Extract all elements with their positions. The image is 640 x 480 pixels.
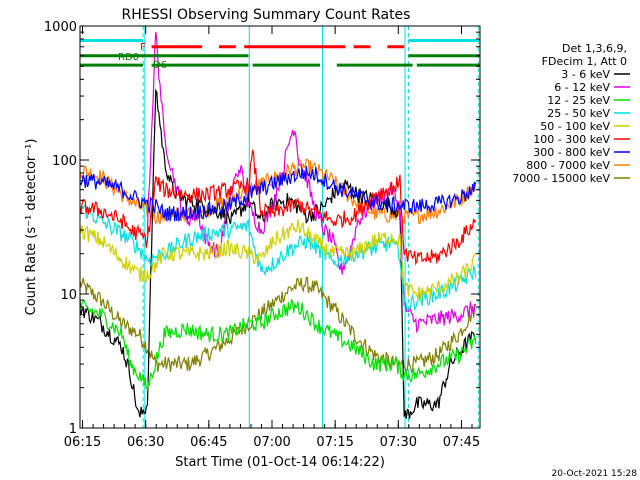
timestamp: 20-Oct-2021 15:28 [552, 469, 638, 479]
series-line-5 [79, 149, 477, 266]
y-tick-label: 10 [60, 288, 77, 303]
legend-entry-label: 7000 - 15000 keV [512, 172, 610, 185]
legend-entry-label: 50 - 100 keV [540, 120, 610, 133]
legend-entry-label: 300 - 800 keV [533, 146, 610, 159]
axes: 06:15 06:30 06:45 07:00 07:15 07:30 07:45 1 10 10… [44, 20, 480, 450]
x-tick-label: 06:15 [64, 435, 101, 450]
series-line-2 [79, 299, 477, 391]
x-tick-label: 07:30 [380, 435, 417, 450]
x-tick-label: 07:45 [443, 435, 480, 450]
x-tick-label: 07:00 [253, 435, 290, 450]
series-line-6 [79, 166, 477, 223]
flag-label: F [140, 42, 146, 53]
series-line-4 [79, 219, 476, 301]
flag-label: RD0 [118, 52, 139, 63]
series-line-1 [146, 31, 476, 334]
legend-entry-label: 800 - 7000 keV [526, 159, 610, 172]
y-tick-label: 1 [69, 422, 77, 437]
legend-entry-label: 12 - 25 keV [547, 94, 610, 107]
flag-label: D6 [153, 60, 167, 71]
legend-entry-label: 100 - 300 keV [533, 133, 610, 146]
legend-title-line: Det 1,3,6,9, [562, 42, 627, 55]
vertical-markers [142, 26, 479, 428]
legend-entry-label: 25 - 50 keV [547, 107, 610, 120]
x-tick-label: 06:45 [190, 435, 227, 450]
x-tick-label: 06:30 [127, 435, 164, 450]
legend-entry-label: 3 - 6 keV [561, 68, 610, 81]
y-tick-label: 100 [52, 154, 77, 169]
series-line-8 [79, 276, 477, 374]
legend-title-line: FDecim 1, Att 0 [542, 55, 627, 68]
series-line-3 [79, 203, 477, 313]
series-layer [79, 31, 477, 419]
x-axis-label: Start Time (01-Oct-14 06:14:22) [175, 455, 385, 470]
series-line-7 [79, 158, 477, 225]
y-axis-label: Count Rate (s⁻¹ detector⁻¹) [24, 139, 39, 316]
series-line-0 [79, 88, 477, 419]
legend-entry-label: 6 - 12 keV [554, 81, 610, 94]
y-tick-label: 1000 [44, 20, 77, 35]
plot-frame [79, 25, 481, 429]
x-tick-label: 07:15 [316, 435, 353, 450]
chart-title: RHESSI Observing Summary Count Rates [122, 7, 411, 23]
